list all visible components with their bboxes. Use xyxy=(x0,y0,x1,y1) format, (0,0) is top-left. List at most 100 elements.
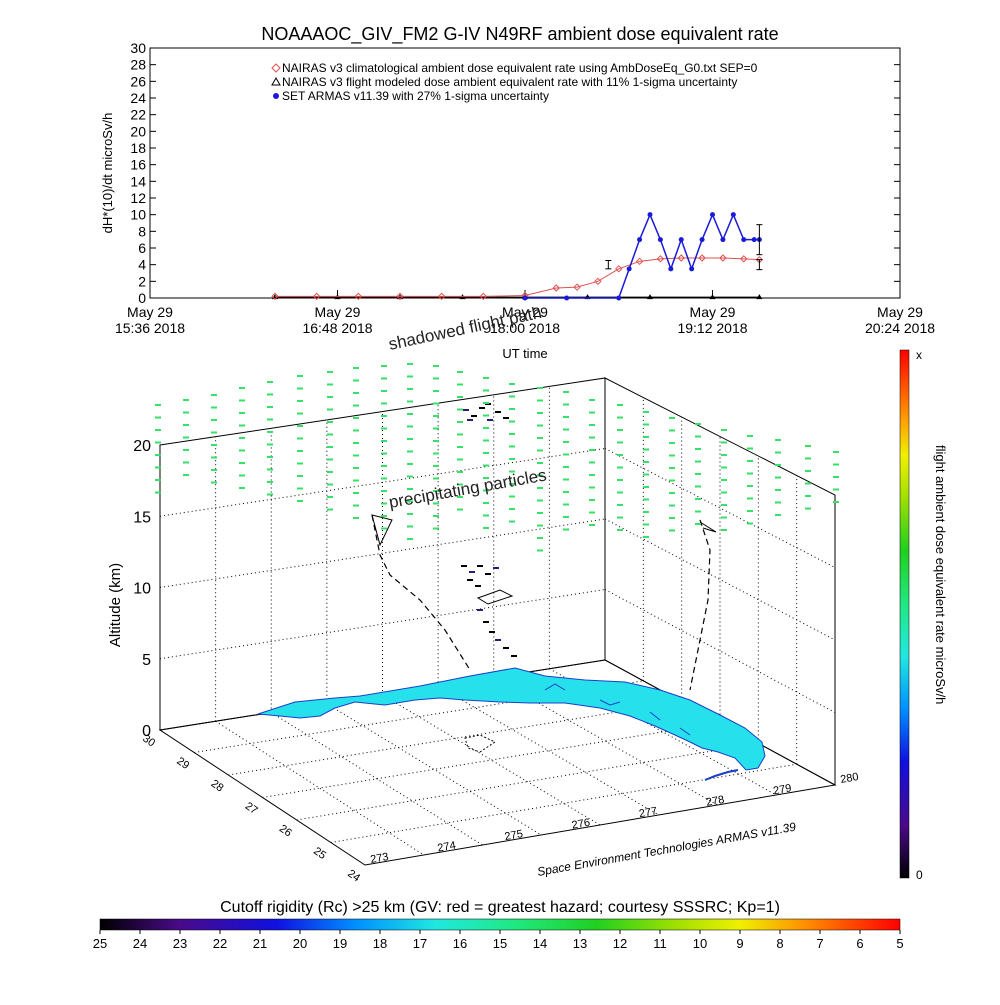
rigidity-colorbar-ticks: 25 24 23 22 21 20 19 18 17 16 15 14 13 12 11 10 9 8 7 6 5 xyxy=(93,930,904,951)
dose-colorbar-gradient xyxy=(899,349,910,879)
keys xyxy=(704,769,739,781)
point-nairas-climatological xyxy=(740,255,748,263)
y-tick-label: 16 xyxy=(130,157,146,173)
grid-floor-line xyxy=(549,668,777,796)
land-mass xyxy=(257,667,766,771)
x-tick-date: May 29 xyxy=(315,304,361,320)
rigidity-tick-label: 12 xyxy=(613,936,627,951)
rigidity-tick-label: 8 xyxy=(776,936,783,951)
latitude-tick-label: 29 xyxy=(174,755,191,772)
dose-colorbar-label: flight ambient dose equivalent rate micr… xyxy=(933,445,948,704)
point-nairas-climatological xyxy=(615,265,623,273)
altitude-tick-label: 20 xyxy=(133,438,151,455)
series-line-nairas-climatological xyxy=(275,257,760,297)
rigidity-tick-label: 18 xyxy=(373,936,387,951)
rigidity-tick-label: 10 xyxy=(693,936,707,951)
rigidity-tick-label: 7 xyxy=(816,936,823,951)
y-tick-label: 12 xyxy=(130,190,146,206)
y-tick-label: 24 xyxy=(130,90,146,106)
point-nairas-climatological xyxy=(635,257,644,266)
y-tick-label: 6 xyxy=(138,240,146,256)
y-tick-label: 4 xyxy=(138,257,146,273)
y-tick-label: 20 xyxy=(130,123,146,139)
latitude-tick-label: 28 xyxy=(209,778,226,795)
point-set-armas xyxy=(689,266,695,272)
point-set-armas xyxy=(564,295,570,301)
grid-back-horizontal xyxy=(159,589,606,660)
rigidity-tick-label: 25 xyxy=(93,936,107,951)
point-nairas-climatological xyxy=(698,254,706,262)
point-set-armas xyxy=(730,212,736,218)
y-tick-label: 8 xyxy=(138,223,146,239)
legend-marker xyxy=(273,93,279,99)
point-nairas-climatological xyxy=(719,254,727,262)
water-detail xyxy=(544,683,691,736)
altitude-axis-label: Altitude (km) xyxy=(107,563,124,647)
point-set-armas xyxy=(720,237,726,243)
y-tick-label: 22 xyxy=(130,107,146,123)
rigidity-tick-label: 13 xyxy=(573,936,587,951)
altitude-tick-label: 10 xyxy=(133,581,151,598)
altitude-tick-label: 0 xyxy=(142,723,151,740)
longitude-tick-label: 276 xyxy=(571,817,591,832)
flight-path-left-marker xyxy=(371,514,717,547)
point-nairas-climatological xyxy=(656,255,665,263)
y-tick-label: 2 xyxy=(138,273,146,289)
rigidity-tick-label: 16 xyxy=(453,936,467,951)
point-nairas-climatological xyxy=(594,277,602,286)
latitude-tick-label: 30 xyxy=(140,733,157,750)
point-set-armas xyxy=(616,295,622,301)
flight-3d-chart: shadowed flight path precipitating parti… xyxy=(107,303,860,885)
rigidity-tick-label: 22 xyxy=(213,936,227,951)
rigidity-tick-label: 17 xyxy=(413,936,427,951)
shadowed-flight-path xyxy=(371,514,471,671)
x-tick-date: May 29 xyxy=(127,304,173,320)
y-tick-label: 10 xyxy=(130,207,146,223)
y-tick-label: 26 xyxy=(130,73,146,89)
y-tick-label: 14 xyxy=(130,173,146,189)
longitude-ticks: 273 274 275 276 277 278 279 280 xyxy=(369,771,859,866)
point-set-armas xyxy=(751,237,757,243)
flight-loop xyxy=(476,589,514,605)
point-nairas-climatological xyxy=(552,284,560,292)
point-nairas-flight xyxy=(647,294,653,300)
point-set-armas xyxy=(668,266,674,272)
dose-colorbar: x 0 flight ambient dose equivalent rate … xyxy=(899,348,948,882)
point-nairas-climatological xyxy=(437,292,446,301)
legend-marker xyxy=(271,63,281,73)
longitude-tick-label: 280 xyxy=(839,771,859,786)
rigidity-colorbar-title: Cutoff rigidity (Rc) >25 km (GV: red = g… xyxy=(220,899,780,916)
point-set-armas xyxy=(626,266,632,272)
flight-data-points xyxy=(461,403,517,657)
rigidity-tick-label: 24 xyxy=(133,936,147,951)
x-tick-time: 16:48 2018 xyxy=(302,320,372,336)
point-set-armas xyxy=(699,237,705,243)
rigidity-tick-label: 6 xyxy=(856,936,863,951)
longitude-tick-label: 273 xyxy=(369,851,389,866)
rigidity-colorbar-gradient xyxy=(99,918,901,931)
point-nairas-flight xyxy=(756,294,763,300)
rigidity-tick-label: 15 xyxy=(493,936,507,951)
y-tick-label: 28 xyxy=(130,57,146,73)
series-layer xyxy=(271,212,764,301)
page-title: NOAAAOC_GIV_FM2 G-IV N49RF ambient dose … xyxy=(261,24,778,45)
x-tick-date: May 29 xyxy=(877,304,923,320)
point-nairas-climatological xyxy=(479,292,488,301)
point-set-armas xyxy=(710,212,715,218)
point-nairas-climatological xyxy=(396,292,404,301)
shadow-on-floor xyxy=(464,734,497,753)
grid-lines xyxy=(159,386,836,856)
y-tick-label: 30 xyxy=(130,40,146,56)
x-tick-time: 15:36 2018 xyxy=(115,320,185,336)
latitude-tick-label: 27 xyxy=(243,800,260,817)
longitude-tick-label: 279 xyxy=(772,782,792,797)
point-nairas-climatological xyxy=(573,283,581,291)
longitude-tick-label: 274 xyxy=(437,840,457,855)
annotation-precipitating-particles: precipitating particles xyxy=(387,465,548,511)
x-tick-time: 18:00 2018 xyxy=(490,320,560,336)
dose-colorbar-min: 0 xyxy=(916,868,923,882)
altitude-tick-label: 15 xyxy=(133,509,151,526)
